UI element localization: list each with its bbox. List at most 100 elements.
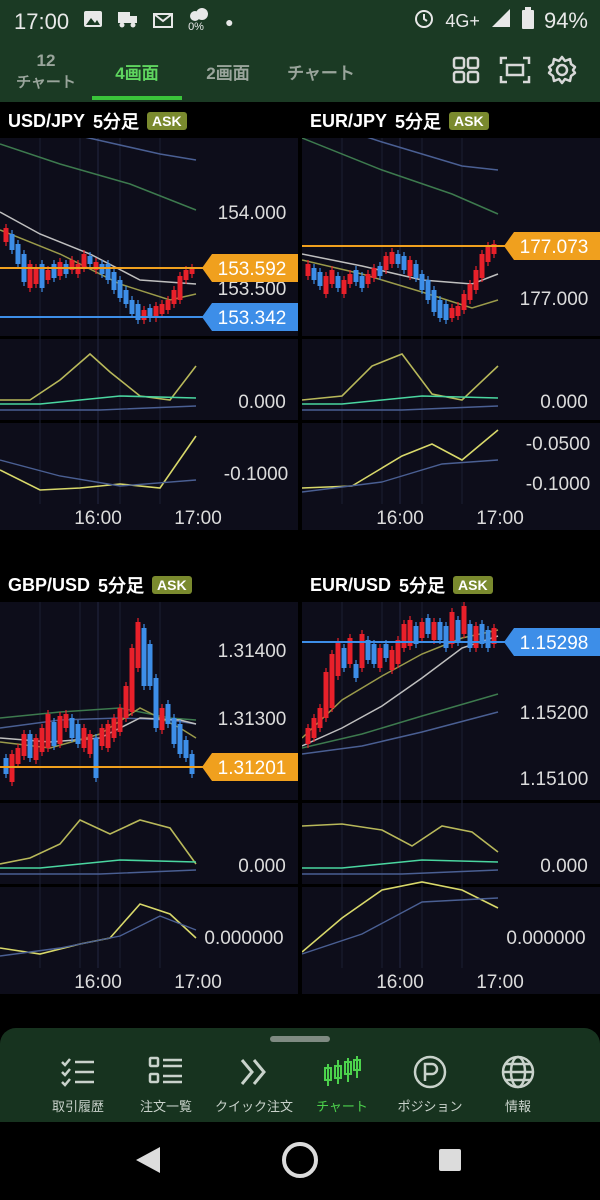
- tab-12-chart[interactable]: 12 チャート: [4, 40, 88, 102]
- candle: [347, 638, 353, 664]
- candle: [105, 264, 111, 280]
- ask-badge[interactable]: ASK: [453, 576, 493, 594]
- nav-position[interactable]: ポジション: [388, 1054, 472, 1118]
- candle: [485, 246, 491, 262]
- candle: [449, 308, 455, 318]
- battery-percent: 94%: [543, 8, 588, 33]
- nav-chart[interactable]: チャート: [300, 1054, 384, 1118]
- candle: [437, 300, 443, 318]
- bottom-navigation: 取引履歴 注文一覧 クイック注文 チャート ポジション 情報: [0, 1028, 600, 1122]
- nav-label: 取引履歴: [51, 1099, 104, 1114]
- pane-divider: [302, 420, 600, 423]
- network-type: 4G+: [445, 10, 480, 31]
- candle: [401, 624, 407, 648]
- candle: [189, 754, 195, 774]
- candle: [117, 280, 123, 298]
- candle: [117, 708, 123, 732]
- nav-label: ポジション: [397, 1099, 463, 1114]
- tab-chart-label: チャート: [287, 63, 355, 83]
- price-axis-label: 154.000: [218, 203, 287, 224]
- ask-badge[interactable]: ASK: [449, 112, 489, 130]
- drag-handle[interactable]: [270, 1036, 330, 1042]
- candle: [341, 648, 347, 668]
- pane-divider: [0, 800, 298, 803]
- price-badge: 177.073: [504, 232, 600, 260]
- candle: [317, 708, 323, 728]
- back-icon[interactable]: [136, 1147, 160, 1173]
- candle: [171, 290, 177, 304]
- price-badge-value: 1.31201: [218, 758, 287, 779]
- candle: [135, 304, 141, 320]
- chart-panel-usdjpy[interactable]: USD/JPY 5分足 ASK 154.000 153.500 0.000 -0.10…: [0, 104, 298, 530]
- oscillator-line: [0, 435, 197, 491]
- screen-capture-icon[interactable]: [498, 54, 531, 86]
- nav-order-list[interactable]: 注文一覧: [124, 1054, 208, 1118]
- candle: [153, 678, 159, 728]
- candle: [165, 300, 171, 310]
- candle: [479, 254, 485, 278]
- nav-quick-order[interactable]: クイック注文: [212, 1054, 296, 1118]
- candle: [177, 276, 183, 300]
- timeframe: 5分足: [395, 112, 442, 132]
- ask-badge[interactable]: ASK: [147, 112, 187, 130]
- candle: [395, 640, 401, 664]
- oscillator-signal-line: [302, 897, 499, 955]
- pane-divider: [302, 336, 600, 339]
- tab-2-screen[interactable]: 2画面: [186, 40, 270, 102]
- pair-name: EUR/USD: [310, 574, 392, 595]
- chart-area[interactable]: 1.31400 1.31300 0.000 0.000000 16:00 17:00 1.3…: [0, 602, 298, 994]
- tab-12-label: チャート: [16, 73, 76, 91]
- candle: [491, 244, 497, 254]
- candle: [389, 650, 395, 670]
- top-tab-bar: 12 チャート 4画面 2画面 チャート: [0, 40, 600, 102]
- candle: [311, 718, 317, 738]
- candle: [15, 244, 21, 264]
- indicator-axis-label: 0.000000: [506, 928, 585, 949]
- globe-icon: [501, 1055, 535, 1089]
- chart-panel-eurjpy[interactable]: EUR/JPY 5分足 ASK 177.000 0.000 -0.0500 -0.10…: [302, 104, 600, 530]
- candle: [135, 622, 141, 668]
- price-badge: 1.15298: [504, 628, 600, 656]
- candle: [75, 724, 81, 744]
- oscillator-base-line: [0, 405, 197, 411]
- nav-label: クイック注文: [214, 1099, 293, 1114]
- checklist-icon: [61, 1058, 94, 1087]
- chart-area[interactable]: 177.000 0.000 -0.0500 -0.1000 16:00 17:00 177.…: [302, 138, 600, 530]
- chart-area[interactable]: 154.000 153.500 0.000 -0.1000 16:00 17:00 153.…: [0, 138, 298, 530]
- oscillator-signal-line: [302, 395, 499, 405]
- chart-area[interactable]: 1.15200 1.15100 0.000 0.000000 16:00 17:00 1.1…: [302, 602, 600, 994]
- moving-average-line: [302, 138, 499, 215]
- candle: [39, 264, 45, 288]
- candle: [467, 624, 473, 648]
- ask-badge[interactable]: ASK: [152, 576, 192, 594]
- oscillator-signal-line: [0, 859, 197, 869]
- tab-4-screen[interactable]: 4画面: [92, 40, 182, 102]
- candle: [9, 234, 15, 250]
- candle: [455, 620, 461, 642]
- candle: [335, 276, 341, 288]
- candle: [305, 728, 311, 744]
- list-icon: [148, 1056, 182, 1084]
- candle: [153, 306, 159, 318]
- recents-icon[interactable]: [439, 1149, 461, 1171]
- signal-icon: [490, 8, 512, 34]
- candle: [15, 748, 21, 764]
- candle: [141, 628, 147, 686]
- price-badge-value: 153.342: [218, 308, 287, 329]
- time-axis-label: 17:00: [476, 972, 524, 993]
- chart-panel-eurusd[interactable]: EUR/USD 5分足 ASK 1.15200 1.15100 0.000 0.000…: [302, 568, 600, 994]
- timeframe: 5分足: [399, 576, 446, 596]
- grid-layout-icon[interactable]: [450, 54, 482, 86]
- tab-chart[interactable]: チャート: [276, 40, 366, 102]
- price-badge: 153.342: [202, 303, 298, 331]
- nav-trade-history[interactable]: 取引履歴: [36, 1054, 120, 1118]
- home-icon[interactable]: [282, 1142, 318, 1178]
- nav-info[interactable]: 情報: [476, 1054, 560, 1118]
- price-badge-value: 1.15298: [520, 633, 589, 654]
- settings-gear-icon[interactable]: [546, 54, 578, 86]
- candle: [341, 280, 347, 294]
- candle: [45, 270, 51, 280]
- nav-label: チャート: [316, 1099, 368, 1114]
- chart-panel-gbpusd[interactable]: GBP/USD 5分足 ASK 1.31400 1.31300 0.000 0.000…: [0, 568, 298, 994]
- candle: [431, 622, 437, 640]
